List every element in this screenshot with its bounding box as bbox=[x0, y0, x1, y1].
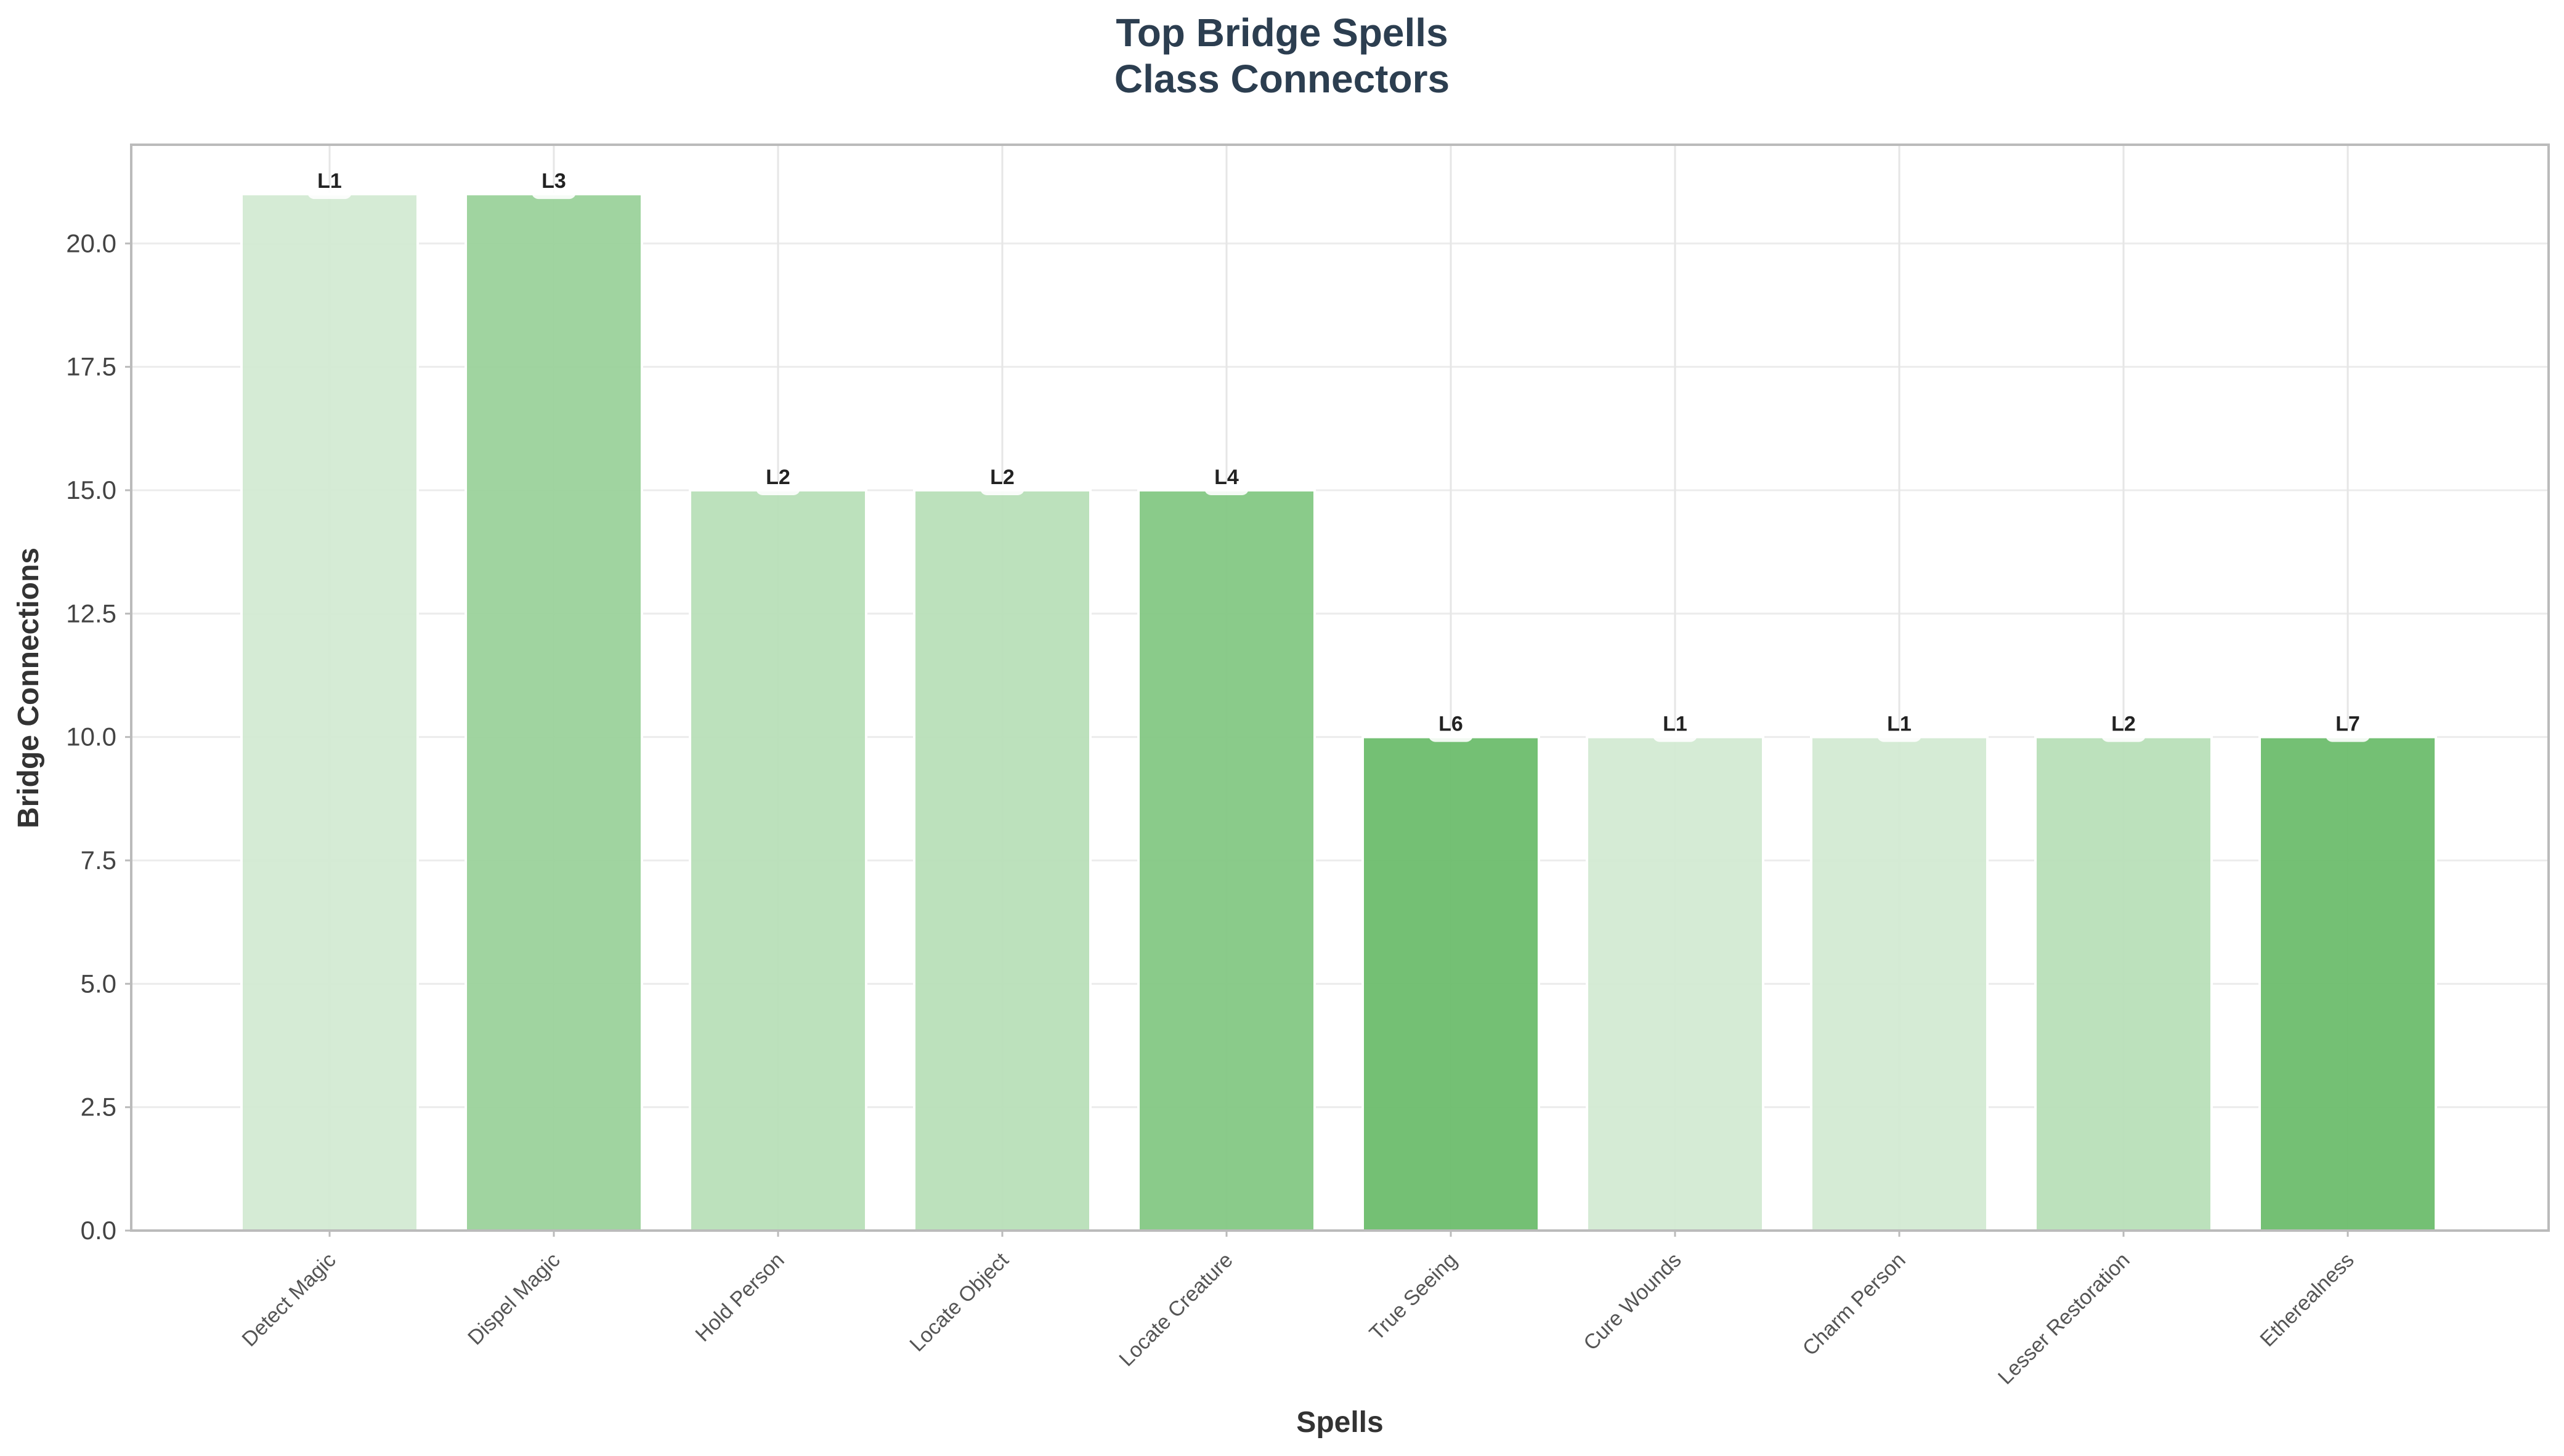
y-tick-label: 10.0 bbox=[66, 722, 116, 751]
x-tick-label: Detect Magic bbox=[237, 1248, 340, 1351]
y-tick-label: 17.5 bbox=[66, 352, 116, 381]
bar-label-badge bbox=[1653, 728, 1697, 742]
x-tick-label: Locate Object bbox=[905, 1248, 1013, 1356]
bar-level-label: L2 bbox=[766, 466, 790, 489]
bar-level-label: L2 bbox=[990, 466, 1015, 489]
bar-locate-creature bbox=[1137, 488, 1316, 1232]
bar-lesser-restoration bbox=[2034, 735, 2213, 1232]
bar-locate-object bbox=[913, 488, 1092, 1232]
bar-cure-wounds bbox=[1586, 735, 1764, 1232]
bar-level-label: L3 bbox=[542, 169, 566, 193]
bar-charm-person bbox=[1810, 735, 1989, 1232]
x-tick-label: True Seeing bbox=[1365, 1248, 1462, 1345]
bar-label-badge bbox=[532, 185, 576, 200]
bar-label-badge bbox=[1877, 728, 1921, 742]
bars bbox=[240, 193, 2437, 1232]
y-tick-label: 12.5 bbox=[66, 599, 116, 628]
x-tick-label: Cure Wounds bbox=[1579, 1248, 1686, 1355]
bar-label-badge bbox=[2101, 728, 2146, 742]
x-tick-label: Locate Creature bbox=[1114, 1248, 1237, 1371]
bar-labels: L1 L3 L2 L2 L4 L6 L1 L1 L2 L7 bbox=[307, 169, 2370, 742]
bar-label-badge bbox=[2326, 728, 2370, 742]
chart-title-line-2: Class Connectors bbox=[1114, 57, 1450, 101]
x-tick-label: Dispel Magic bbox=[463, 1248, 564, 1349]
x-axis-ticks: Detect Magic Dispel Magic Hold Person Locat… bbox=[237, 1231, 2359, 1389]
bar-label-badge bbox=[980, 481, 1024, 495]
y-tick-label: 2.5 bbox=[81, 1093, 116, 1122]
bar-level-label: L6 bbox=[1438, 713, 1463, 736]
bar-label-badge bbox=[307, 185, 352, 200]
bar-true-seeing bbox=[1361, 735, 1540, 1232]
plot-frame bbox=[130, 144, 2550, 1232]
y-axis-label: Bridge Connections bbox=[12, 548, 45, 828]
x-tick-label: Lesser Restoration bbox=[1994, 1248, 2135, 1389]
y-tick-label: 7.5 bbox=[81, 846, 116, 875]
bar-dispel-magic bbox=[465, 193, 643, 1232]
bar-detect-magic bbox=[240, 193, 419, 1232]
bar-level-label: L1 bbox=[1663, 713, 1687, 736]
bar-level-label: L7 bbox=[2335, 713, 2360, 736]
bar-label-badge bbox=[1204, 481, 1249, 495]
y-tick-label: 15.0 bbox=[66, 475, 116, 504]
bar-label-badge bbox=[756, 481, 800, 495]
y-tick-label: 5.0 bbox=[81, 969, 116, 998]
y-tick-label: 0.0 bbox=[81, 1216, 116, 1245]
bar-label-badge bbox=[1429, 728, 1473, 742]
x-tick-label: Etherealness bbox=[2255, 1248, 2358, 1351]
y-tick-label: 20.0 bbox=[66, 229, 116, 257]
y-axis-ticks: 0.0 2.5 5.0 7.5 10.0 12.5 15.0 17.5 20.0 bbox=[66, 229, 131, 1245]
x-tick-label: Charm Person bbox=[1798, 1248, 1910, 1361]
chart-title-line-1: Top Bridge Spells bbox=[1116, 10, 1448, 55]
bar-level-label: L1 bbox=[1887, 713, 1912, 736]
bar-level-label: L4 bbox=[1214, 466, 1239, 489]
bar-level-label: L1 bbox=[317, 169, 342, 193]
x-axis-label: Spells bbox=[1296, 1406, 1383, 1439]
x-tick-label: Hold Person bbox=[691, 1248, 789, 1346]
bar-level-label: L2 bbox=[2111, 713, 2136, 736]
bar-hold-person bbox=[689, 488, 867, 1232]
bar-etherealness bbox=[2258, 735, 2437, 1232]
